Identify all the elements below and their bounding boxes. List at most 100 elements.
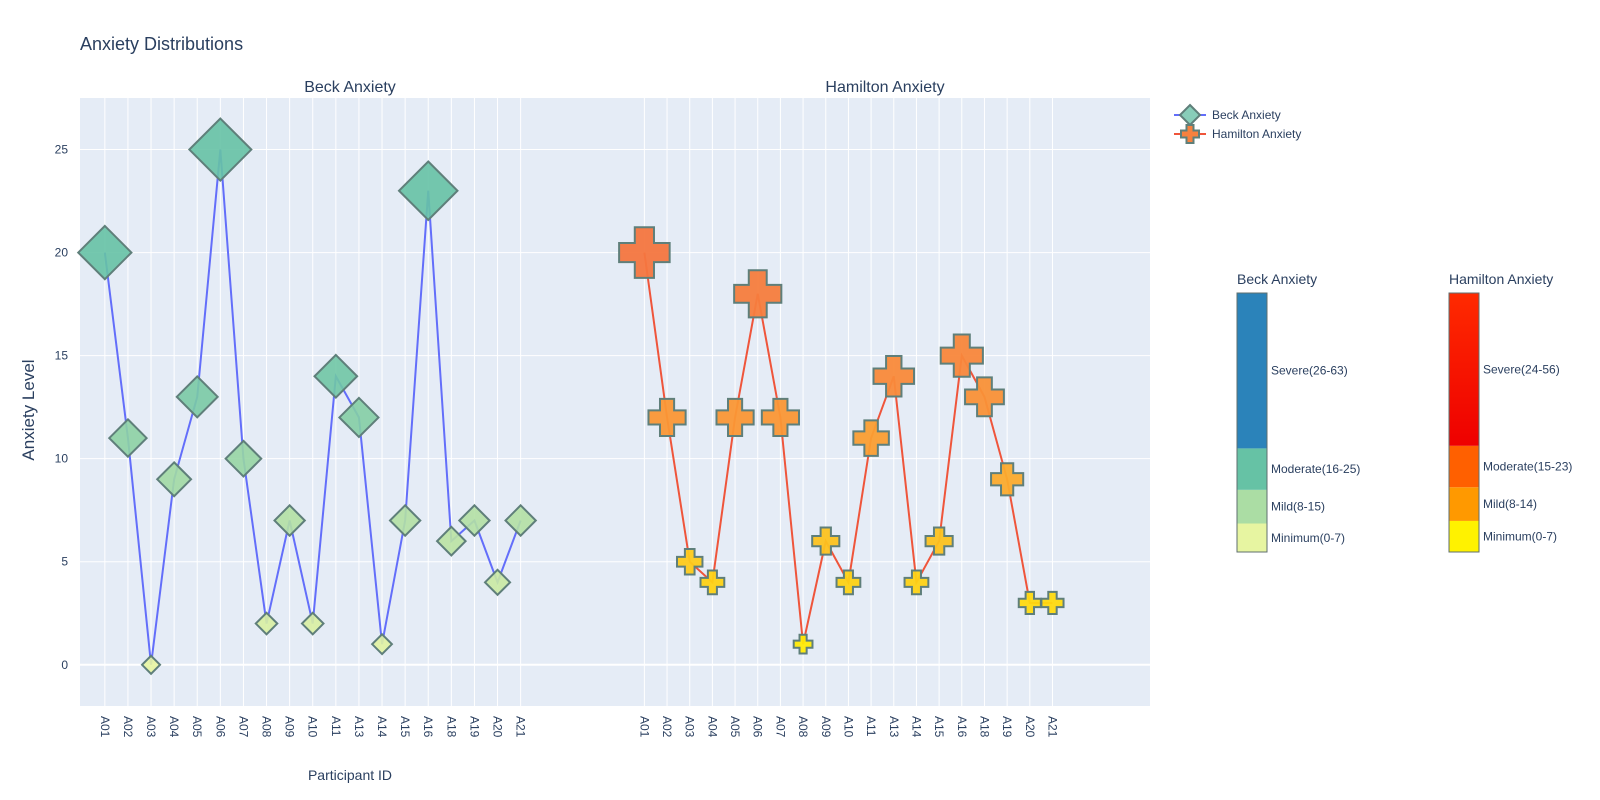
data-point — [675, 547, 704, 576]
x-tick-label: A18 — [444, 716, 458, 738]
y-tick-label: 25 — [55, 143, 69, 157]
data-point — [313, 353, 359, 399]
colorbar-band — [1449, 520, 1479, 552]
data-point — [715, 397, 755, 438]
colorbar-label: Moderate(16-25) — [1271, 462, 1360, 476]
data-point — [140, 654, 162, 676]
data-point — [76, 224, 133, 281]
data-point — [939, 333, 984, 378]
data-point — [618, 226, 671, 279]
x-tick-label: A04 — [705, 716, 719, 738]
x-tick-label: A11 — [864, 716, 878, 737]
data-point — [435, 525, 468, 557]
y-tick-label: 0 — [61, 658, 68, 672]
data-point — [397, 160, 459, 222]
x-tick-label: A03 — [144, 716, 158, 738]
x-tick-label: A08 — [260, 716, 274, 738]
x-tick-label: A20 — [1023, 716, 1037, 738]
colorbars: Beck Anxiety Minimum(0-7) Mild(8-15) Modera… — [1236, 271, 1572, 553]
x-tick-label: A09 — [819, 716, 833, 738]
x-tick-label: A01 — [637, 716, 651, 738]
x-tick-label: A08 — [796, 716, 810, 738]
legend-item: Hamilton Anxiety — [1174, 124, 1301, 144]
x-tick-label: A07 — [773, 716, 787, 738]
y-tick-label: 15 — [55, 349, 69, 363]
colorbar-title: Hamilton Anxiety — [1449, 271, 1553, 287]
data-point — [370, 632, 394, 656]
subplot-title: Beck Anxiety — [304, 79, 396, 96]
data-point — [852, 419, 890, 457]
colorbar-label: Severe(24-56) — [1483, 362, 1560, 376]
y-tick-label: 20 — [55, 246, 69, 260]
x-tick-label: A10 — [306, 716, 320, 738]
data-point — [811, 526, 841, 556]
data-point — [107, 417, 149, 459]
data-point — [964, 376, 1005, 418]
chart-title: Anxiety Distributions — [80, 34, 243, 54]
x-tick-label: A05 — [728, 716, 742, 738]
colorbar-label: Mild(8-15) — [1271, 500, 1325, 514]
data-point — [699, 569, 726, 596]
y-tick-label: 5 — [61, 555, 68, 569]
legend-label: Hamilton Anxiety — [1212, 127, 1301, 141]
colorbar-label: Minimum(0-7) — [1483, 529, 1557, 543]
legend-marker — [1180, 124, 1200, 144]
x-tick-label: A14 — [909, 716, 923, 738]
x-tick-label: A14 — [375, 716, 389, 738]
x-tick-label: A06 — [213, 716, 227, 738]
colorbar-label: Moderate(15-23) — [1483, 460, 1572, 474]
x-tick-label: A07 — [236, 716, 250, 738]
x-tick-label: A20 — [491, 716, 505, 738]
data-point — [990, 462, 1025, 497]
data-point — [175, 374, 220, 419]
colorbar-band — [1237, 489, 1267, 524]
data-point — [733, 269, 783, 319]
data-point — [155, 460, 193, 498]
x-tick-label: A16 — [421, 716, 435, 738]
data-point — [760, 397, 800, 438]
x-tick-label: A13 — [352, 716, 366, 738]
x-tick-label: A11 — [329, 716, 343, 737]
data-point — [187, 117, 253, 182]
x-tick-label: A15 — [932, 716, 946, 738]
data-point — [903, 569, 930, 596]
colorbar-band — [1449, 445, 1479, 488]
x-tick-label: A18 — [977, 716, 991, 738]
data-point — [337, 396, 380, 439]
x-tick-label: A19 — [1000, 716, 1014, 738]
x-tick-label: A21 — [514, 716, 528, 738]
colorbar-1: Beck Anxiety Minimum(0-7) Mild(8-15) Modera… — [1236, 271, 1360, 553]
data-point — [483, 568, 512, 597]
x-tick-label: A19 — [467, 716, 481, 738]
subplot-1: 0 5 10 15 20 25 A01 A02 A03 A04 A05 A06 A07 A08 A09 A10… — [55, 79, 620, 783]
colorbar-outline — [1448, 292, 1480, 553]
colorbar-2: Hamilton Anxiety Minimum(0-7) Mild(8-14) Mo… — [1448, 271, 1572, 553]
colorbar-label: Severe(26-63) — [1271, 364, 1348, 378]
data-point — [872, 354, 916, 398]
data-point — [1017, 590, 1042, 616]
x-axis-label: Participant ID — [308, 767, 392, 783]
data-point — [224, 439, 263, 478]
x-tick-label: A02 — [660, 716, 674, 738]
x-tick-label: A02 — [121, 716, 135, 738]
colorbar-outline — [1236, 292, 1268, 553]
data-point — [924, 526, 954, 556]
x-tick-label: A10 — [841, 716, 855, 738]
data-point — [254, 611, 279, 636]
legend-label: Beck Anxiety — [1212, 108, 1281, 122]
legend: Beck Anxiety Hamilton Anxiety — [1174, 103, 1301, 144]
data-point — [457, 503, 492, 538]
subplot-title: Hamilton Anxiety — [825, 79, 944, 96]
y-tick-label: 10 — [55, 452, 69, 466]
data-point — [273, 503, 307, 538]
colorbar-band — [1449, 293, 1479, 446]
colorbar-band — [1237, 523, 1267, 552]
data-point — [388, 503, 422, 538]
y-axis-label: Anxiety Level — [19, 359, 38, 460]
data-point — [792, 633, 814, 655]
colorbar-label: Mild(8-14) — [1483, 497, 1537, 511]
x-tick-label: A04 — [167, 716, 181, 738]
x-tick-label: A06 — [751, 716, 765, 738]
colorbar-band — [1449, 487, 1479, 521]
